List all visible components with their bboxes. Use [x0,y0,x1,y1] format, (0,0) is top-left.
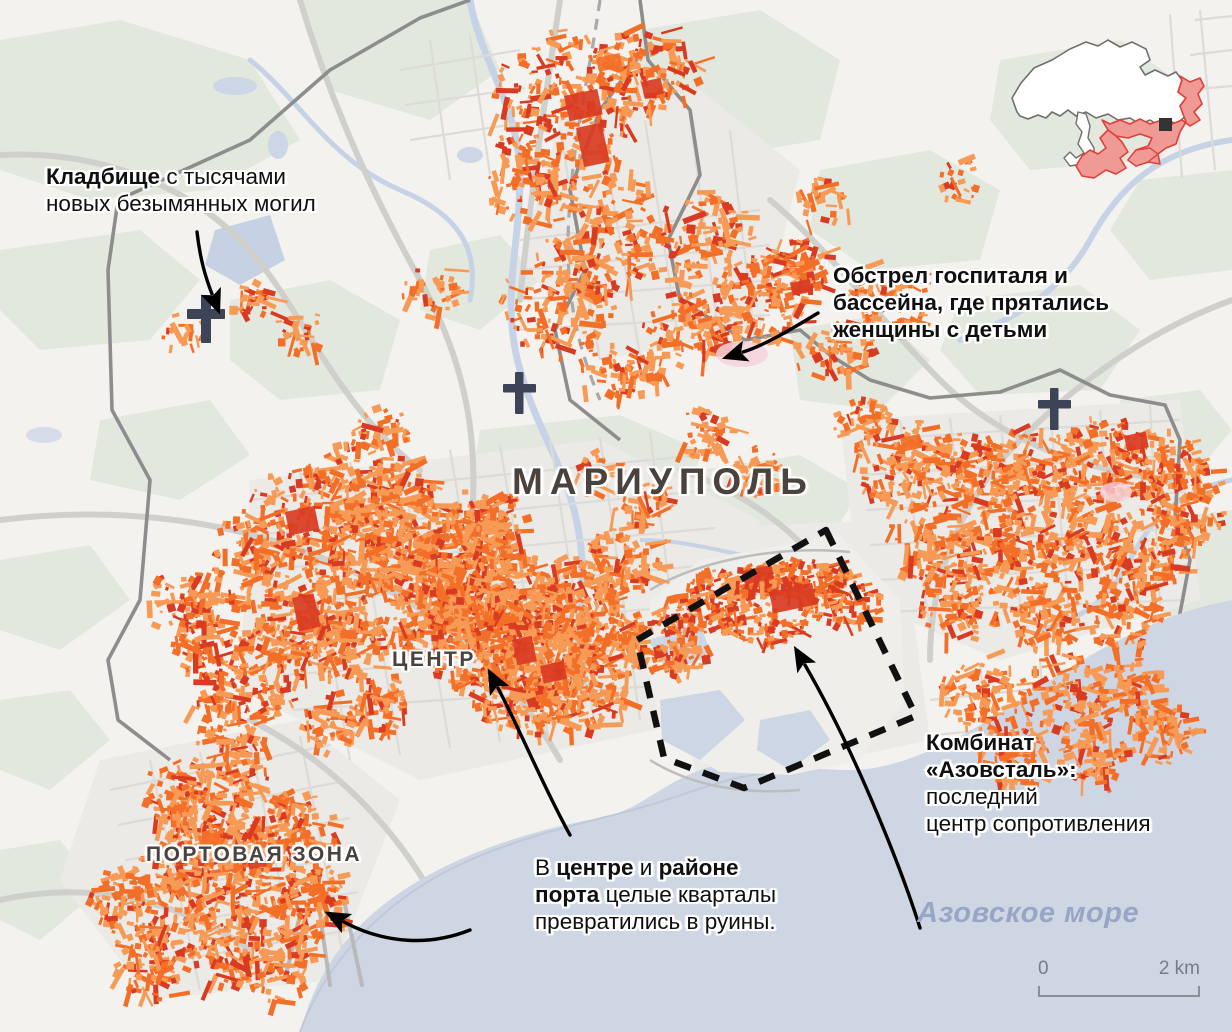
annotation-line: бассейна, где прятались [833,289,1109,316]
arrow-center [487,668,572,837]
annotation-cemetery: Кладбище с тысячами новых безымянных моги… [46,163,316,217]
azovstal-area-outline [633,526,920,792]
annotation-emphasis: Кладбище [46,164,161,189]
annotation-line: центр сопротивления [926,810,1151,837]
annotation-emphasis: «Азовсталь»: [926,757,1077,782]
annotation-text: с тысячами [160,164,286,189]
annotation-line: В центре и районе [535,854,776,881]
annotation-line: Комбинат [926,729,1151,756]
annotation-text: превратились в руины. [535,909,776,934]
occupied-territory-shading [1075,75,1205,179]
annotation-text: новых безымянных могил [46,191,316,216]
arrow-cemetery [195,230,221,315]
annotation-line: превратились в руины. [535,908,776,935]
annotation-line: «Азовсталь»: [926,756,1151,783]
scale-bar-line [1038,986,1200,997]
annotation-emphasis: бассейна, где прятались [833,290,1110,315]
inset-locator-map [1011,39,1205,179]
mariupol-marker-icon [1159,118,1172,131]
annotation-text: и [633,855,659,880]
annotation-text: целые кварталы [599,882,776,907]
annotation-emphasis: Комбинат [926,730,1035,755]
annotation-line: порта целые кварталы [535,881,776,908]
cross-icon [187,295,225,343]
annotation-line: последний [926,783,1151,810]
annotation-line: Обстрел госпиталя и [833,262,1109,289]
annotation-emphasis: центре [556,855,634,880]
arrow-azovstal [793,645,922,930]
scale-bar: 0 2 km [1038,958,1200,997]
annotation-line: новых безымянных могил [46,190,316,217]
annotation-text: последний [926,784,1038,809]
annotation-hospital: Обстрел госпиталя и бассейна, где прятали… [833,262,1109,343]
annotation-emphasis: Обстрел госпиталя и [833,263,1068,288]
annotation-text: В [535,855,557,880]
arrow-port [324,911,472,943]
cross-icon [503,372,536,414]
annotation-emphasis: порта [535,882,600,907]
annotation-emphasis: женщины с детьми [833,317,1048,342]
sea-label: Азовское море [917,897,1140,929]
arrow-hospital [721,311,820,362]
scale-end-label: 2 km [1158,958,1200,979]
annotation-line: Кладбище с тысячами [46,163,316,190]
annotation-azovstal: Комбинат «Азовсталь»: последний центр сопро… [926,729,1151,837]
scale-start-label: 0 [1038,958,1049,979]
annotation-line: женщины с детьми [833,316,1109,343]
annotation-center-port: В центре и районе порта целые кварталы пре… [535,854,776,935]
annotation-emphasis: районе [658,855,739,880]
annotation-text: центр сопротивления [926,811,1151,836]
leader-arrows [195,230,922,943]
cross-icon [1038,388,1071,430]
